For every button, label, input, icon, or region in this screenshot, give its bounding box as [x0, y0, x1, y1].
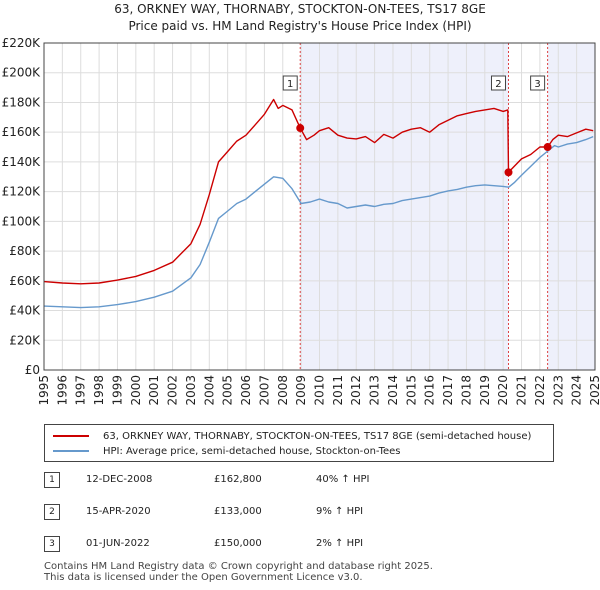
sale-number-badge: 2 [44, 504, 60, 520]
x-tick-label: 2014 [386, 375, 400, 406]
sale-point [504, 168, 513, 177]
ownership-shading [300, 43, 509, 370]
x-tick-label: 1998 [92, 375, 106, 406]
price-chart: £0 £20K £40K £60K £80K £100K £120K £140K £160K £1… [2, 36, 600, 406]
x-tick-label: 2018 [459, 375, 473, 406]
legend-label-property: 63, ORKNEY WAY, THORNABY, STOCKTON-ON-TE… [103, 430, 532, 442]
sale-hpi-delta: 9% ↑ HPI [316, 506, 364, 517]
y-tick-label: £140K [2, 155, 42, 169]
y-tick-label: £100K [2, 214, 42, 228]
x-tick-label: 2008 [276, 375, 290, 406]
footer-copyright: Contains HM Land Registry data © Crown c… [44, 561, 433, 572]
footer-licence: This data is licensed under the Open Gov… [44, 572, 363, 583]
legend-label-hpi: HPI: Average price, semi-detached house,… [103, 445, 401, 457]
x-tick-label: 2016 [423, 375, 437, 406]
x-tick-label: 2004 [202, 375, 216, 406]
sale-row: 1 12-DEC-2008 £162,800 40% ↑ HPI [44, 472, 444, 490]
sale-price: £162,800 [214, 474, 262, 485]
hpi-line [43, 135, 594, 309]
x-tick-label: 1996 [55, 375, 69, 406]
x-tick-label: 2009 [294, 375, 308, 406]
y-tick-label: £200K [2, 66, 42, 80]
footer: Contains HM Land Registry data © Crown c… [44, 561, 433, 583]
x-tick-label: 2013 [368, 375, 382, 406]
chart-subtitle: Price paid vs. HM Land Registry's House … [128, 19, 472, 33]
sale-label-number: 2 [495, 79, 501, 90]
y-tick-label: £220K [2, 36, 42, 50]
y-tick-label: £120K [2, 185, 42, 199]
sale-hpi-delta: 2% ↑ HPI [316, 538, 364, 549]
plot-frame [43, 42, 596, 371]
x-tick-label: 2011 [331, 375, 345, 406]
x-tick-label: 1999 [110, 375, 124, 406]
x-tick-label: 2002 [166, 375, 180, 406]
x-tick-label: 2022 [533, 375, 547, 406]
sale-number-badge: 3 [44, 536, 60, 552]
sale-row: 2 15-APR-2020 £133,000 9% ↑ HPI [44, 504, 444, 522]
x-tick-label: 1997 [74, 375, 88, 406]
legend-swatch-property [53, 435, 89, 437]
x-tick-label: 2012 [349, 375, 363, 406]
sale-label-box [490, 75, 506, 91]
x-tick-label: 1995 [37, 375, 51, 406]
y-tick-label: £0 [25, 363, 40, 377]
x-tick-label: 2024 [570, 375, 584, 406]
x-tick-label: 2017 [441, 375, 455, 406]
x-tick-label: 2020 [496, 375, 510, 406]
x-tick-label: 2001 [147, 375, 161, 406]
legend: 63, ORKNEY WAY, THORNABY, STOCKTON-ON-TE… [44, 424, 554, 462]
y-tick-label: £40K [9, 304, 41, 318]
sale-point [543, 143, 552, 152]
sale-price: £133,000 [214, 506, 262, 517]
x-tick-label: 2007 [257, 375, 271, 406]
sale-label-box [282, 75, 298, 91]
sale-date: 15-APR-2020 [86, 506, 151, 517]
legend-item-hpi: HPI: Average price, semi-detached house,… [53, 444, 401, 458]
legend-item-property: 63, ORKNEY WAY, THORNABY, STOCKTON-ON-TE… [53, 429, 531, 443]
y-tick-label: £160K [2, 125, 42, 139]
property-price-line [43, 98, 594, 285]
x-tick-label: 2023 [551, 375, 565, 406]
x-tick-label: 2005 [221, 375, 235, 406]
legend-swatch-hpi [53, 450, 89, 452]
ownership-shading [547, 43, 595, 370]
sale-row: 3 01-JUN-2022 £150,000 2% ↑ HPI [44, 536, 444, 554]
x-tick-label: 2019 [478, 375, 492, 406]
x-tick-label: 2015 [404, 375, 418, 406]
sale-point [296, 124, 305, 133]
x-tick-label: 2006 [239, 375, 253, 406]
sale-price: £150,000 [214, 538, 262, 549]
sale-hpi-delta: 40% ↑ HPI [316, 474, 370, 485]
sale-label-number: 1 [287, 79, 293, 90]
sale-label-box [530, 75, 546, 91]
x-tick-label: 2010 [313, 375, 327, 406]
x-tick-label: 2003 [184, 375, 198, 406]
y-tick-label: £80K [9, 244, 41, 258]
sale-number-badge: 1 [44, 472, 60, 488]
y-tick-label: £60K [9, 274, 41, 288]
x-tick-label: 2021 [515, 375, 529, 406]
x-tick-label: 2000 [129, 375, 143, 406]
sale-date: 01-JUN-2022 [86, 538, 150, 549]
x-tick-label: 2025 [588, 375, 600, 406]
y-tick-label: £180K [2, 95, 42, 109]
y-tick-label: £20K [9, 333, 41, 347]
sale-date: 12-DEC-2008 [86, 474, 153, 485]
chart-title: 63, ORKNEY WAY, THORNABY, STOCKTON-ON-TE… [114, 2, 486, 16]
sale-label-number: 3 [534, 79, 540, 90]
